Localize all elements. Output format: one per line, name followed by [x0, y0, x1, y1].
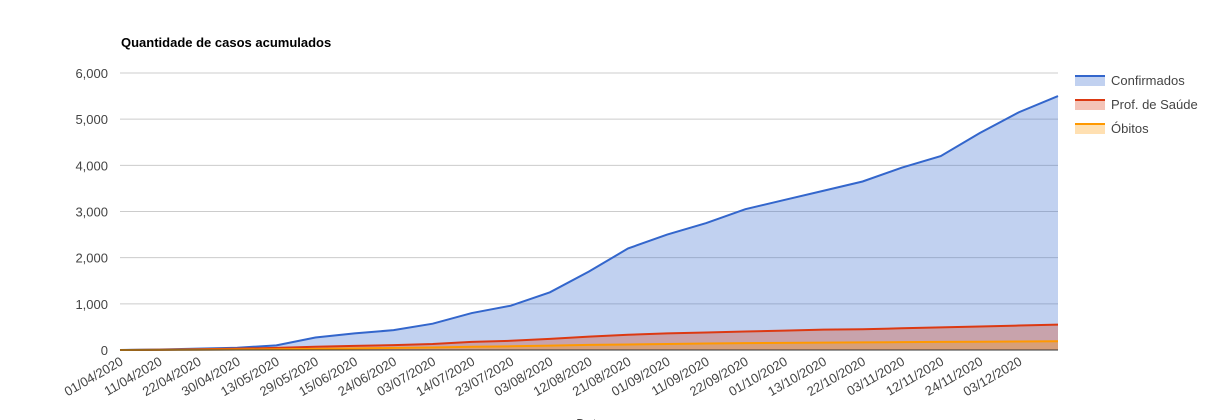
legend-swatch: [1075, 100, 1105, 110]
line: [119, 95, 1059, 351]
x-axis-label: Data: [575, 416, 602, 420]
legend-label: Confirmados: [1111, 73, 1185, 88]
legend-swatch: [1075, 76, 1105, 86]
y-tick-label: 3,000: [75, 205, 108, 220]
legend-label: Prof. de Saúde: [1111, 97, 1198, 112]
y-tick-label: 5,000: [75, 112, 108, 127]
line: [119, 340, 1059, 351]
y-tick-label: 6,000: [75, 66, 108, 81]
y-tick-label: 4,000: [75, 158, 108, 173]
y-tick-label: 2,000: [75, 251, 108, 266]
area: [120, 96, 1058, 350]
y-tick-label: 0: [101, 343, 108, 358]
legend-swatch: [1075, 124, 1105, 134]
y-tick-label: 1,000: [75, 297, 108, 312]
chart-title: Quantidade de casos acumulados: [121, 35, 331, 50]
legend-label: Óbitos: [1111, 121, 1149, 136]
line: [119, 323, 1059, 351]
